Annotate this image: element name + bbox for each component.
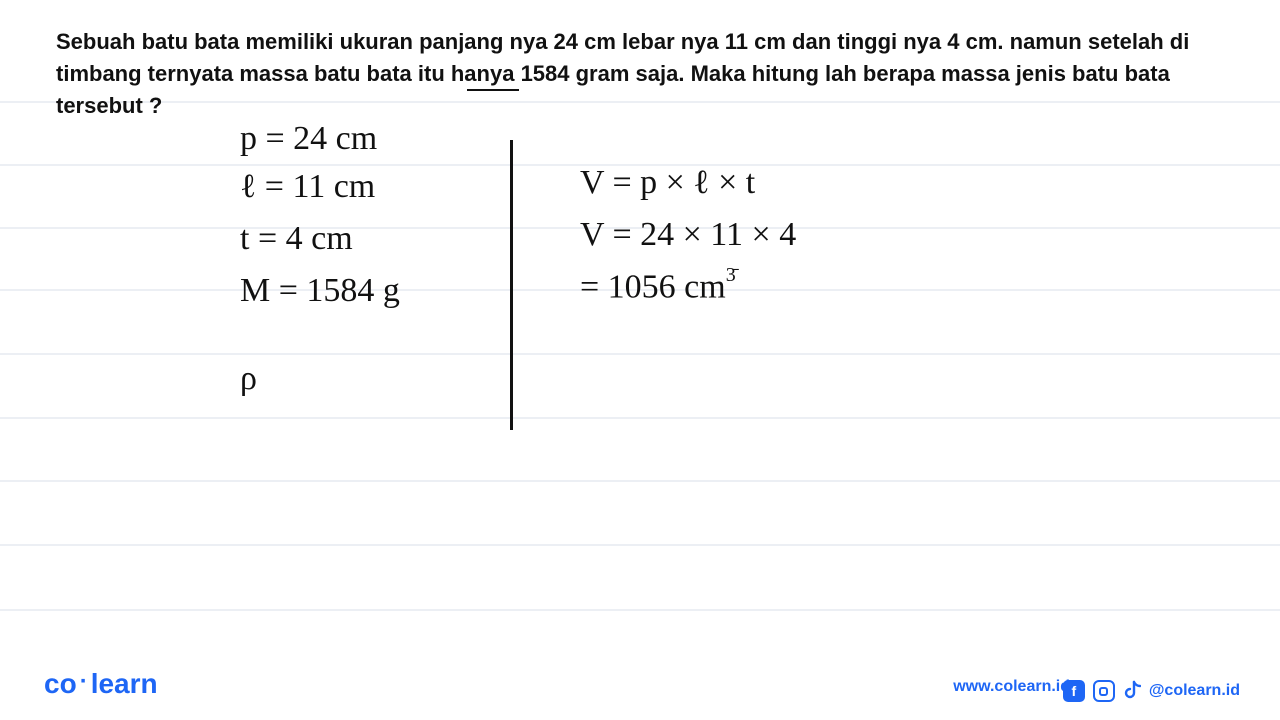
- handwritten-line: ℓ = 11 cm: [240, 168, 375, 206]
- socials: f @colearn.id: [1063, 680, 1240, 702]
- tiktok-icon[interactable]: [1123, 680, 1141, 702]
- brand-dot: ·: [77, 668, 91, 695]
- footer: co·learn www.colearn.id f @colearn.id: [0, 656, 1280, 720]
- page: Sebuah batu bata memiliki ukuran panjang…: [0, 0, 1280, 720]
- social-handle[interactable]: @colearn.id: [1149, 682, 1240, 700]
- handwritten-line: V = p × ℓ × t: [580, 164, 755, 202]
- instagram-icon[interactable]: [1093, 680, 1115, 702]
- handwritten-line: ρ: [240, 360, 257, 398]
- brand-prefix: co: [44, 668, 77, 699]
- question-text: Sebuah batu bata memiliki ukuran panjang…: [56, 26, 1226, 122]
- handwritten-line: M = 1584 g: [240, 272, 400, 310]
- brand-suffix: learn: [91, 668, 158, 699]
- handwritten-line: t = 4 cm: [240, 220, 353, 258]
- handwritten-line: p = 24 cm: [240, 120, 377, 158]
- facebook-icon[interactable]: f: [1063, 680, 1085, 702]
- vertical-divider: [510, 140, 513, 430]
- site-url[interactable]: www.colearn.id: [953, 678, 1070, 696]
- underline-1584: [467, 89, 519, 91]
- brand-logo: co·learn: [44, 668, 158, 700]
- handwritten-line: = 1056 cm3̄: [580, 268, 736, 306]
- handwritten-line: V = 24 × 11 × 4: [580, 216, 796, 254]
